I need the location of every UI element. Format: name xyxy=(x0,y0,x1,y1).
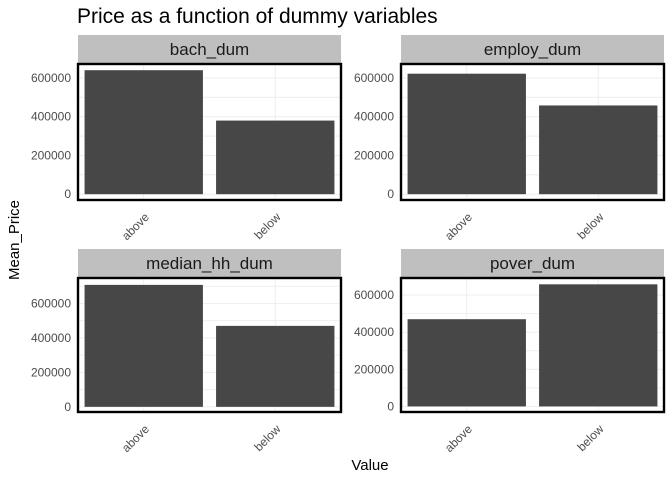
y-tick-label: 400000 xyxy=(31,331,71,345)
y-tick-label: 0 xyxy=(64,400,71,414)
y-tick-label: 400000 xyxy=(354,325,394,339)
facet-strip-label: employ_dum xyxy=(484,40,581,59)
x-tick-label-above: above xyxy=(442,422,475,455)
y-tick-label: 0 xyxy=(64,187,71,201)
bar-bach-dum-below xyxy=(216,120,335,195)
facet-panel-median-hh-dum: median_hh_dum 0 200000 400000 600000 above bel… xyxy=(31,249,343,455)
bar-median-hh-dum-above xyxy=(84,284,203,407)
x-tick-label-above: above xyxy=(119,210,152,243)
facet-strip-label: bach_dum xyxy=(170,40,249,59)
y-axis-title: Mean_Price xyxy=(6,200,23,280)
facet-strip xyxy=(401,35,664,63)
bar-median-hh-dum-below xyxy=(216,325,335,407)
x-tick-label-above: above xyxy=(442,210,475,243)
x-tick-label-below: below xyxy=(251,422,283,454)
bar-bach-dum-above xyxy=(84,70,203,195)
y-tick-label: 200000 xyxy=(31,365,71,379)
y-tick-label: 600000 xyxy=(354,288,394,302)
y-tick-label: 600000 xyxy=(31,296,71,310)
bar-pover-dum-below xyxy=(539,284,658,407)
panel-border xyxy=(399,276,666,414)
facet-strip xyxy=(78,249,341,277)
y-tick-label: 600000 xyxy=(354,71,394,85)
bar-pover-dum-above xyxy=(407,319,526,407)
facet-panel-pover-dum: pover_dum 0 200000 400000 600000 above below xyxy=(354,249,666,455)
x-tick-label-below: below xyxy=(251,210,283,242)
y-tick-label: 0 xyxy=(387,187,394,201)
bar-employ-dum-below xyxy=(539,105,658,195)
y-tick-label: 600000 xyxy=(31,71,71,85)
x-tick-label-above: above xyxy=(119,422,152,455)
y-tick-label: 200000 xyxy=(31,148,71,162)
facet-strip-label: median_hh_dum xyxy=(146,254,273,273)
bar-employ-dum-above xyxy=(407,73,526,195)
x-tick-label-below: below xyxy=(574,422,606,454)
panel-border xyxy=(76,62,343,202)
panel-border xyxy=(399,62,666,202)
y-tick-label: 200000 xyxy=(354,362,394,376)
y-tick-label: 0 xyxy=(387,399,394,413)
facet-strip-label: pover_dum xyxy=(490,254,575,273)
facet-panel-bach-dum: bach_dum 0 200000 400000 600000 above below xyxy=(31,35,343,243)
x-tick-label-below: below xyxy=(574,210,606,242)
facet-strip xyxy=(78,35,341,63)
y-tick-label: 400000 xyxy=(31,110,71,124)
facet-strip xyxy=(401,249,664,277)
y-tick-label: 200000 xyxy=(354,148,394,162)
y-tick-label: 400000 xyxy=(354,110,394,124)
chart-title: Price as a function of dummy variables xyxy=(77,5,438,28)
facet-panel-employ-dum: employ_dum 0 200000 400000 600000 above below xyxy=(354,35,666,243)
x-axis-title: Value xyxy=(351,457,388,474)
panel-border xyxy=(76,276,343,414)
